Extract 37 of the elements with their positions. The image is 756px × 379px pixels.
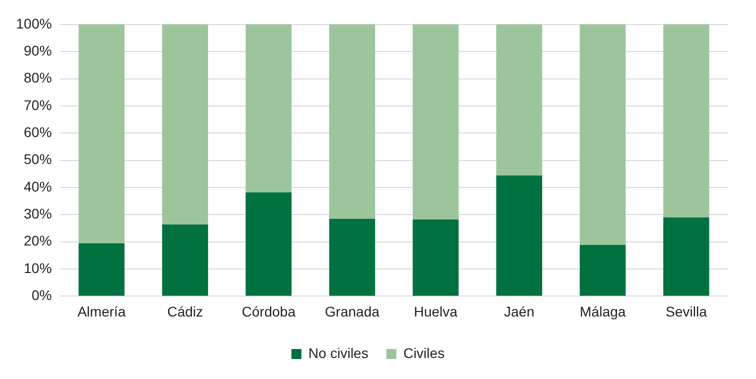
bar [580,24,626,245]
bar [329,218,376,296]
y-tick-label: 80% [24,70,52,86]
x-tick-label: Jaén [504,303,534,320]
bar [78,243,125,296]
bar [162,24,208,224]
x-tick-label: Córdoba [242,303,296,320]
y-tick-label: 70% [24,96,52,113]
bar [580,244,626,296]
bar [412,220,459,296]
y-tick-label: 30% [24,206,52,222]
x-tick-label: Huelva [414,303,458,320]
bar [496,176,542,296]
x-tick-label: Almería [77,303,126,320]
x-tick-label: Sevilla [666,303,708,320]
legend-label: No civiles [308,344,368,361]
y-tick-label: 10% [24,260,52,276]
x-tick-label: Granada [324,303,380,320]
y-tick-label: 60% [24,124,52,140]
bar [78,24,125,244]
y-tick-label: 90% [24,42,52,58]
x-tick-label: Cádiz [167,303,203,320]
bar [663,24,710,218]
bar [496,24,542,176]
y-tick-label: 50% [24,151,52,168]
legend-label: Civiles [403,344,445,361]
x-tick-label: Málaga [580,303,626,320]
bar [246,24,292,192]
bar [412,24,459,220]
y-tick-label: 20% [24,232,52,249]
y-tick-label: 100% [16,15,52,32]
bar [663,217,710,296]
bar [162,224,208,296]
bar [329,24,376,219]
bar [246,192,292,296]
y-tick-label: 40% [24,178,52,194]
y-tick-label: 0% [32,287,52,304]
